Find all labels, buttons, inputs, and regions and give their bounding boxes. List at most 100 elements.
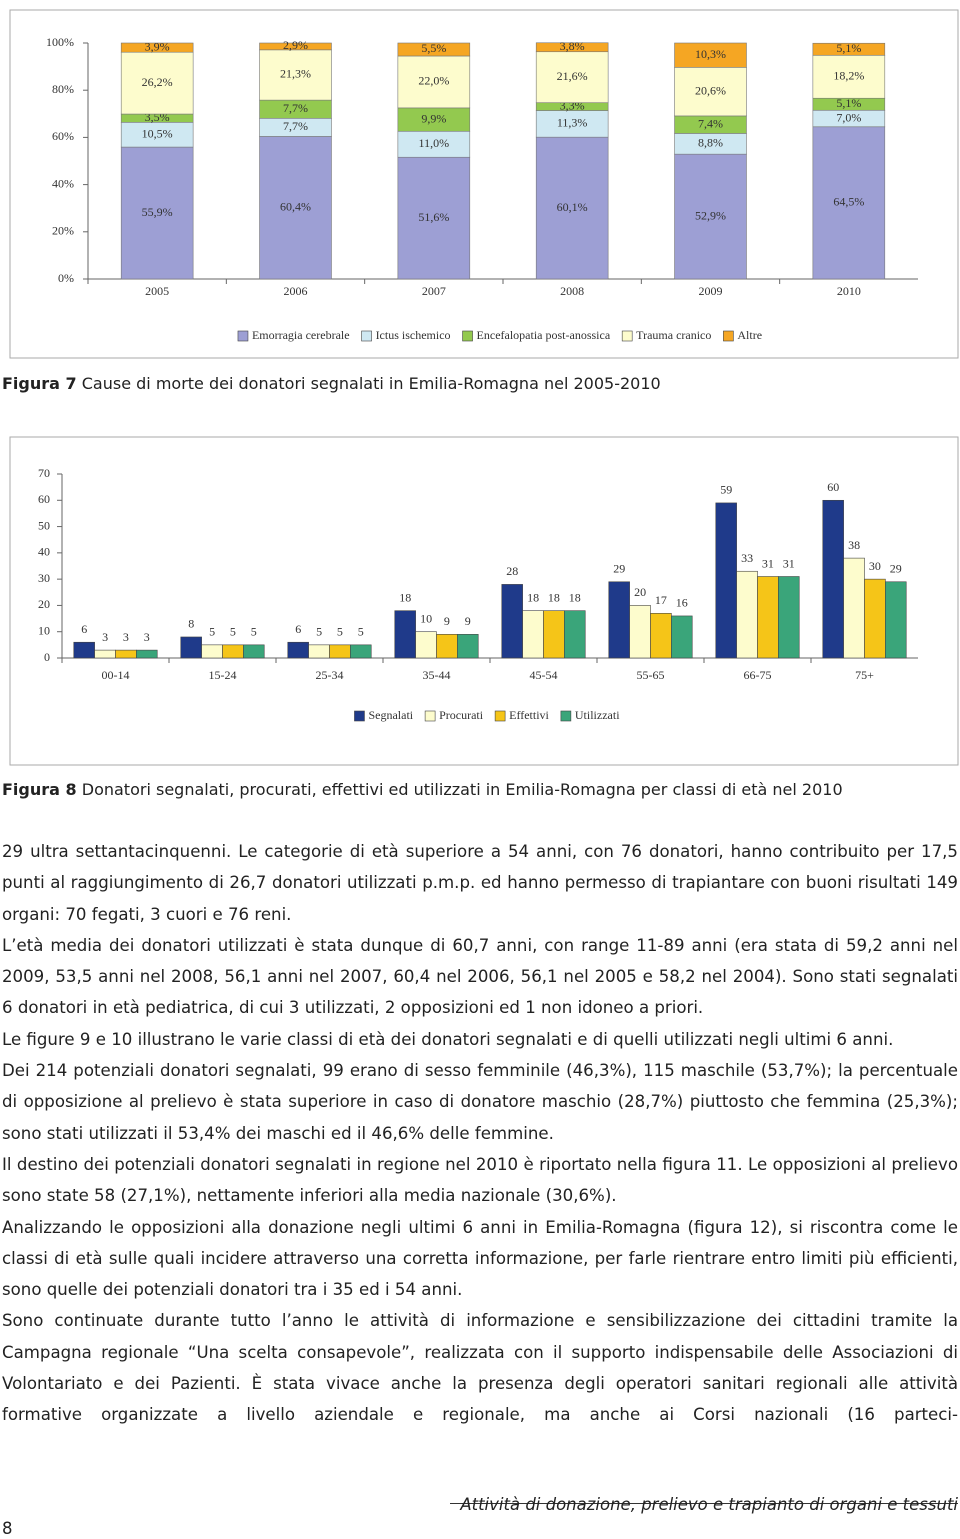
data-label: 59 — [720, 483, 732, 497]
bar — [715, 502, 737, 659]
data-label: 7,7% — [283, 101, 308, 115]
data-label: 64,5% — [833, 195, 864, 209]
bar — [329, 644, 351, 659]
figure-caption: Figura 8 Donatori segnalati, procurati, … — [2, 780, 843, 799]
data-label: 29 — [890, 562, 902, 576]
data-label: 7,7% — [283, 119, 308, 133]
bar — [287, 641, 309, 659]
data-label: 2,9% — [283, 38, 308, 52]
bar-segment — [812, 42, 886, 56]
bar — [864, 578, 886, 659]
paragraph: Il destino dei potenziali donatori segna… — [2, 1154, 958, 1206]
data-label: 5,1% — [836, 96, 861, 110]
legend-swatch — [354, 710, 365, 722]
data-label: 16 — [676, 596, 688, 610]
data-label: 60,1% — [557, 200, 588, 214]
bar — [650, 613, 672, 659]
y-tick-label: 0% — [58, 271, 74, 285]
data-label: 6 — [81, 622, 87, 636]
bar — [457, 634, 479, 659]
bar-segment — [535, 51, 609, 104]
legend-swatch — [424, 710, 436, 722]
bar-segment — [259, 136, 332, 280]
data-label: 11,0% — [419, 136, 450, 150]
data-label: 52,9% — [695, 208, 726, 222]
data-label: 3,9% — [145, 39, 170, 53]
data-label: 10,5% — [142, 126, 173, 140]
x-tick-label: 66-75 — [744, 668, 772, 682]
bar-segment — [397, 42, 471, 57]
bar-segment — [120, 121, 194, 148]
legend-label: Encefalopatia post-anossica — [477, 328, 611, 342]
bar-segment — [259, 49, 332, 101]
data-label: 20,6% — [695, 83, 726, 97]
legend-swatch — [462, 330, 473, 342]
bar — [671, 615, 693, 659]
bar — [136, 649, 158, 659]
bar — [308, 644, 330, 659]
data-label: 6 — [295, 622, 301, 636]
data-label: 18 — [527, 590, 539, 604]
chart-frame — [9, 436, 959, 766]
paragraph: Le figure 9 e 10 illustrano le varie cla… — [2, 1029, 894, 1049]
bar — [736, 570, 758, 659]
y-tick-label: 80% — [52, 82, 74, 96]
data-label: 7,0% — [836, 110, 861, 124]
bar — [564, 610, 586, 659]
x-tick-label: 75+ — [855, 668, 874, 682]
x-tick-label: 00-14 — [102, 668, 130, 682]
data-label: 33 — [741, 551, 753, 565]
data-label: 38 — [848, 538, 860, 552]
data-label: 8 — [188, 617, 194, 631]
data-label: 18 — [548, 590, 560, 604]
data-label: 3 — [102, 630, 108, 644]
bar-segment — [120, 42, 194, 53]
data-label: 60,4% — [280, 199, 311, 213]
data-label: 22,0% — [418, 74, 449, 88]
paragraph: Sono continuate durante tutto l’anno le … — [2, 1311, 958, 1425]
bar-segment — [674, 67, 747, 117]
data-label: 17 — [655, 593, 667, 607]
data-label: 18 — [569, 590, 581, 604]
data-label: 18,2% — [833, 68, 864, 82]
bar-segment — [397, 130, 471, 158]
bar-segment — [397, 55, 471, 109]
legend-swatch — [494, 710, 506, 722]
bar-segment — [259, 42, 332, 51]
legend-swatch — [560, 710, 572, 722]
y-tick-label: 60 — [38, 492, 50, 506]
data-label: 5,1% — [836, 41, 861, 55]
data-label: 5 — [251, 625, 257, 639]
body-text: 29 ultra settantacinquenni. Le categorie… — [2, 836, 958, 1431]
bar — [778, 576, 800, 659]
legend-swatch — [237, 330, 249, 342]
legend-swatch — [621, 330, 633, 342]
caption-text: Cause di morte dei donatori segnalati in… — [82, 374, 661, 393]
data-label: 21,6% — [557, 69, 588, 83]
bar — [822, 499, 844, 659]
caption-label: Figura 7 — [2, 374, 77, 393]
data-label: 31 — [783, 556, 795, 570]
data-label: 7,4% — [698, 116, 723, 130]
bar-segment — [535, 136, 609, 280]
y-tick-label: 60% — [52, 129, 74, 143]
data-label: 5 — [316, 625, 322, 639]
x-tick-label: 55-65 — [637, 668, 665, 682]
page-number: 8 — [2, 1519, 13, 1538]
data-label: 51,6% — [418, 210, 449, 224]
data-label: 31 — [762, 556, 774, 570]
legend-swatch — [723, 330, 734, 342]
x-tick-label: 2007 — [422, 284, 446, 298]
bar — [885, 581, 907, 659]
footer-rule — [450, 1503, 958, 1504]
bar-segment — [812, 126, 886, 280]
x-tick-label: 35-44 — [423, 668, 451, 682]
legend-label: Effettivi — [509, 708, 549, 722]
caption-text: Donatori segnalati, procurati, effettivi… — [82, 780, 843, 799]
bar-segment — [674, 42, 747, 68]
bar — [843, 557, 865, 659]
bar — [522, 610, 544, 659]
x-tick-label: 2008 — [560, 284, 584, 298]
y-tick-label: 100% — [46, 35, 74, 49]
bar — [757, 576, 779, 659]
